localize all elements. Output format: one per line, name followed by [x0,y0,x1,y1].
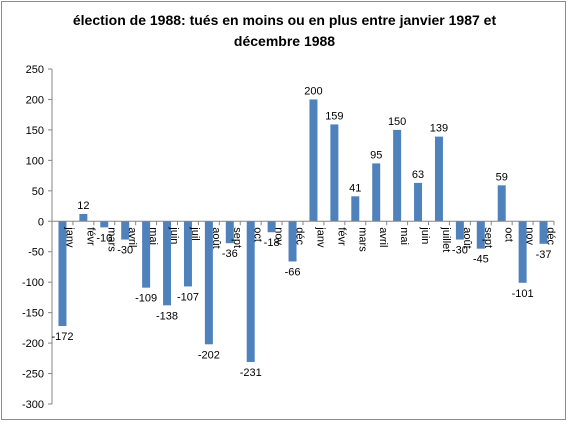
y-tick-label: -50 [28,247,44,259]
data-label: 95 [370,149,382,161]
category-label: sept [231,227,243,248]
category-label: mai [147,227,159,245]
data-label: -66 [285,266,301,278]
y-tick-label: -150 [22,308,44,320]
data-label: -30 [117,245,133,257]
data-label: -10 [96,232,112,244]
bar-nov-1988 [518,221,527,283]
bar-juin-1988 [414,182,423,222]
category-label: déc [294,227,306,245]
bar-juil-1987 [183,221,192,287]
category-label: août [461,227,473,248]
bar-oct-1987 [246,221,255,362]
data-label: 200 [304,85,322,97]
data-label: -45 [473,254,489,266]
bar-mai-1988 [393,129,402,222]
data-label: -202 [198,349,220,361]
category-label: juin [419,226,431,244]
chart-title-line-2: décembre 1988 [233,33,336,49]
y-tick-label: 200 [26,94,44,106]
data-label: 63 [412,169,424,181]
data-label: -138 [156,310,178,322]
bar-août-1987 [204,221,213,345]
chart-title: élection de 1988: tués en moins ou en pl… [0,10,569,52]
bar-août-1988 [455,221,464,240]
data-label: -109 [135,293,157,305]
category-label: août [210,227,222,248]
category-label: mai [398,227,410,245]
category-label: juin [168,226,180,244]
y-tick-label: 100 [26,155,44,167]
category-label: déc [545,227,557,245]
bar-sept-1987 [225,221,234,244]
data-label: -107 [177,291,199,303]
bar-févr-1988 [330,124,339,222]
bar-nov-1987 [267,221,276,233]
bar-mai-1987 [142,221,151,288]
data-label: 59 [496,171,508,183]
data-label: 159 [325,110,343,122]
bar-oct-1988 [497,185,506,222]
category-label: mars [105,227,117,252]
category-label: sept [482,227,494,248]
bar-avril-1987 [121,221,130,240]
category-label: nov [524,227,536,245]
data-label: -30 [452,245,468,257]
bar-janv-1987 [58,221,67,327]
category-label: juillet [440,226,452,252]
bar-mars-1988 [351,196,360,222]
y-tick-label: -300 [22,399,44,411]
y-tick-label: 50 [32,186,44,198]
data-label: 12 [77,200,89,212]
category-label: mars [356,227,368,252]
category-label: janv [63,226,75,248]
bar-sept-1988 [476,221,485,249]
category-label: févr [84,227,96,246]
y-tick-label: 250 [26,64,44,76]
category-label: avril [377,227,389,247]
data-label: 139 [430,123,448,135]
data-label: 41 [349,182,361,194]
bar-déc-1987 [288,221,297,262]
data-label: -231 [240,367,262,379]
bar-janv-1988 [309,99,318,222]
category-label: nov [273,227,285,245]
data-label: -172 [51,331,73,343]
data-label: 150 [388,116,406,128]
y-tick-label: -100 [22,277,44,289]
category-label: oct [252,227,264,242]
bar-juin-1987 [163,221,172,306]
category-label: janv [314,226,326,248]
data-label: -18 [264,237,280,249]
y-tick-label: 150 [26,125,44,137]
bar-mars-1987 [100,221,109,228]
y-tick-label: 0 [38,216,44,228]
category-label: févr [335,227,347,246]
y-tick-label: -250 [22,369,44,381]
category-label: oct [503,227,515,242]
data-label: -101 [512,288,534,300]
category-label: juil [189,226,201,240]
data-label: -37 [536,249,552,261]
bar-juillet-1988 [434,136,443,222]
category-label: avril [126,227,138,247]
chart-title-line-1: élection de 1988: tués en moins ou en pl… [72,12,497,28]
bar-févr-1987 [79,213,88,222]
bar-déc-1988 [539,221,548,244]
bar-avril-1988 [372,163,381,222]
y-tick-label: -200 [22,338,44,350]
data-label: -36 [222,248,238,260]
